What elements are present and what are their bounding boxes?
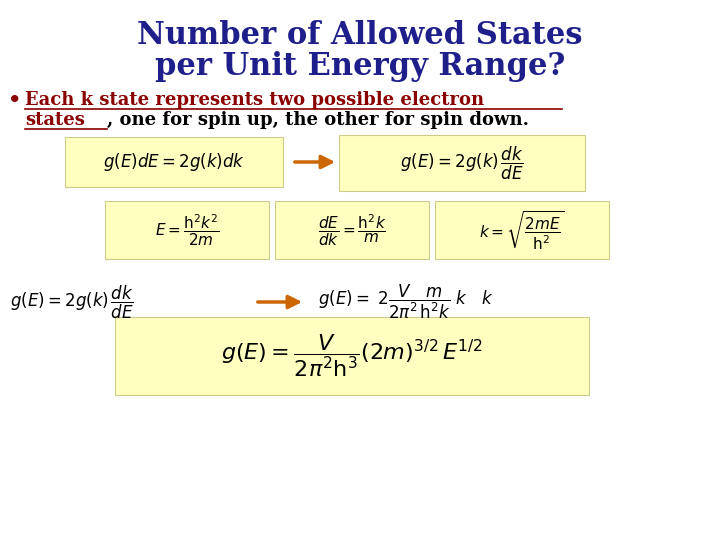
FancyBboxPatch shape	[435, 201, 609, 259]
Text: $g(E)dE = 2g(k)dk$: $g(E)dE = 2g(k)dk$	[103, 151, 245, 173]
Text: $k = \sqrt{\dfrac{2mE}{\mathsf{h}^2}}$: $k = \sqrt{\dfrac{2mE}{\mathsf{h}^2}}$	[480, 209, 564, 251]
FancyBboxPatch shape	[65, 137, 283, 187]
Text: $g(E) = \dfrac{V}{2\pi^2 \mathsf{h}^3}(2m)^{3/2}\, E^{1/2}$: $g(E) = \dfrac{V}{2\pi^2 \mathsf{h}^3}(2…	[221, 333, 483, 379]
Text: $E = \dfrac{\mathsf{h}^2 k^2}{2m}$: $E = \dfrac{\mathsf{h}^2 k^2}{2m}$	[155, 212, 220, 248]
FancyBboxPatch shape	[105, 201, 269, 259]
Text: •: •	[8, 90, 22, 110]
Text: $\dfrac{dE}{dk} = \dfrac{\mathsf{h}^2 k}{m}$: $\dfrac{dE}{dk} = \dfrac{\mathsf{h}^2 k}…	[318, 212, 386, 248]
FancyBboxPatch shape	[115, 317, 589, 395]
Text: Number of Allowed States: Number of Allowed States	[138, 19, 582, 51]
Text: $g(E)= \ 2\dfrac{V}{2\pi^2}\dfrac{m}{\mathsf{h}^2 k}\ k \quad k$: $g(E)= \ 2\dfrac{V}{2\pi^2}\dfrac{m}{\ma…	[318, 283, 493, 321]
FancyBboxPatch shape	[275, 201, 429, 259]
Text: per Unit Energy Range?: per Unit Energy Range?	[155, 51, 565, 82]
FancyBboxPatch shape	[339, 135, 585, 191]
Text: $g(E) = 2g(k)\,\dfrac{dk}{dE}$: $g(E) = 2g(k)\,\dfrac{dk}{dE}$	[10, 284, 134, 321]
Text: , one for spin up, the other for spin down.: , one for spin up, the other for spin do…	[107, 111, 529, 129]
Text: $g(E) = 2g(k)\,\dfrac{dk}{dE}$: $g(E) = 2g(k)\,\dfrac{dk}{dE}$	[400, 144, 524, 181]
Text: states: states	[25, 111, 85, 129]
Text: Each k state represents two possible electron: Each k state represents two possible ele…	[25, 91, 484, 109]
